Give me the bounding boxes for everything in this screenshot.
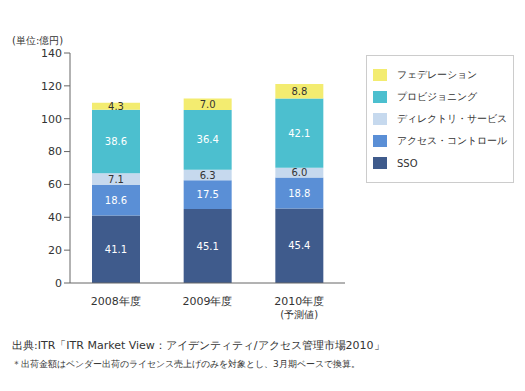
svg-text:6.3: 6.3 — [200, 170, 216, 181]
svg-text:18.6: 18.6 — [105, 195, 127, 206]
svg-text:2009年度: 2009年度 — [183, 295, 233, 308]
svg-text:100: 100 — [41, 113, 62, 126]
svg-text:41.1: 41.1 — [105, 244, 127, 255]
svg-text:120: 120 — [41, 80, 62, 93]
svg-text:(予測値): (予測値) — [280, 309, 318, 320]
svg-text:7.0: 7.0 — [200, 99, 216, 110]
svg-text:2008年度: 2008年度 — [91, 295, 141, 308]
svg-text:45.1: 45.1 — [197, 241, 219, 252]
html-text:出典:ITR「ITR Market View：アイデンティテ: 出典:ITR「ITR Market View：アイデンティティ/アクセス管理市場… — [12, 339, 385, 352]
svg-text:2010年度: 2010年度 — [274, 295, 324, 308]
html-text:ディレクトリ・サービス: ディレクトリ・サービス — [397, 113, 507, 124]
svg-text:80: 80 — [48, 145, 62, 158]
svg-text:42.1: 42.1 — [288, 128, 310, 139]
html-text:＊出荷金額はベンダー出荷のライセンス売上げのみを対象とし、3: ＊出荷金額はベンダー出荷のライセンス売上げのみを対象とし、3月期ベースで換算。 — [12, 359, 360, 369]
svg-text:8.8: 8.8 — [291, 86, 307, 97]
svg-text:140: 140 — [41, 47, 62, 60]
svg-text:38.6: 38.6 — [105, 136, 127, 147]
svg-text:4.3: 4.3 — [108, 101, 124, 112]
html-text:プロビジョニング: プロビジョニング — [397, 91, 477, 102]
svg-text:40: 40 — [48, 211, 62, 224]
svg-text:18.8: 18.8 — [288, 188, 310, 199]
svg-text:0: 0 — [55, 277, 62, 290]
html-text:フェデレーション: フェデレーション — [397, 69, 477, 80]
svg-text:60: 60 — [48, 178, 62, 191]
svg-text:17.5: 17.5 — [197, 189, 219, 200]
svg-text:36.4: 36.4 — [197, 134, 219, 145]
svg-text:7.1: 7.1 — [108, 174, 124, 185]
svg-text:6.0: 6.0 — [291, 167, 307, 178]
html-text:(単位:億円): (単位:億円) — [12, 35, 64, 46]
svg-text:45.4: 45.4 — [288, 240, 310, 251]
html-text:アクセス・コントロール: アクセス・コントロール — [397, 135, 507, 146]
svg-text:20: 20 — [48, 244, 62, 257]
html-text:SSO: SSO — [397, 157, 418, 169]
